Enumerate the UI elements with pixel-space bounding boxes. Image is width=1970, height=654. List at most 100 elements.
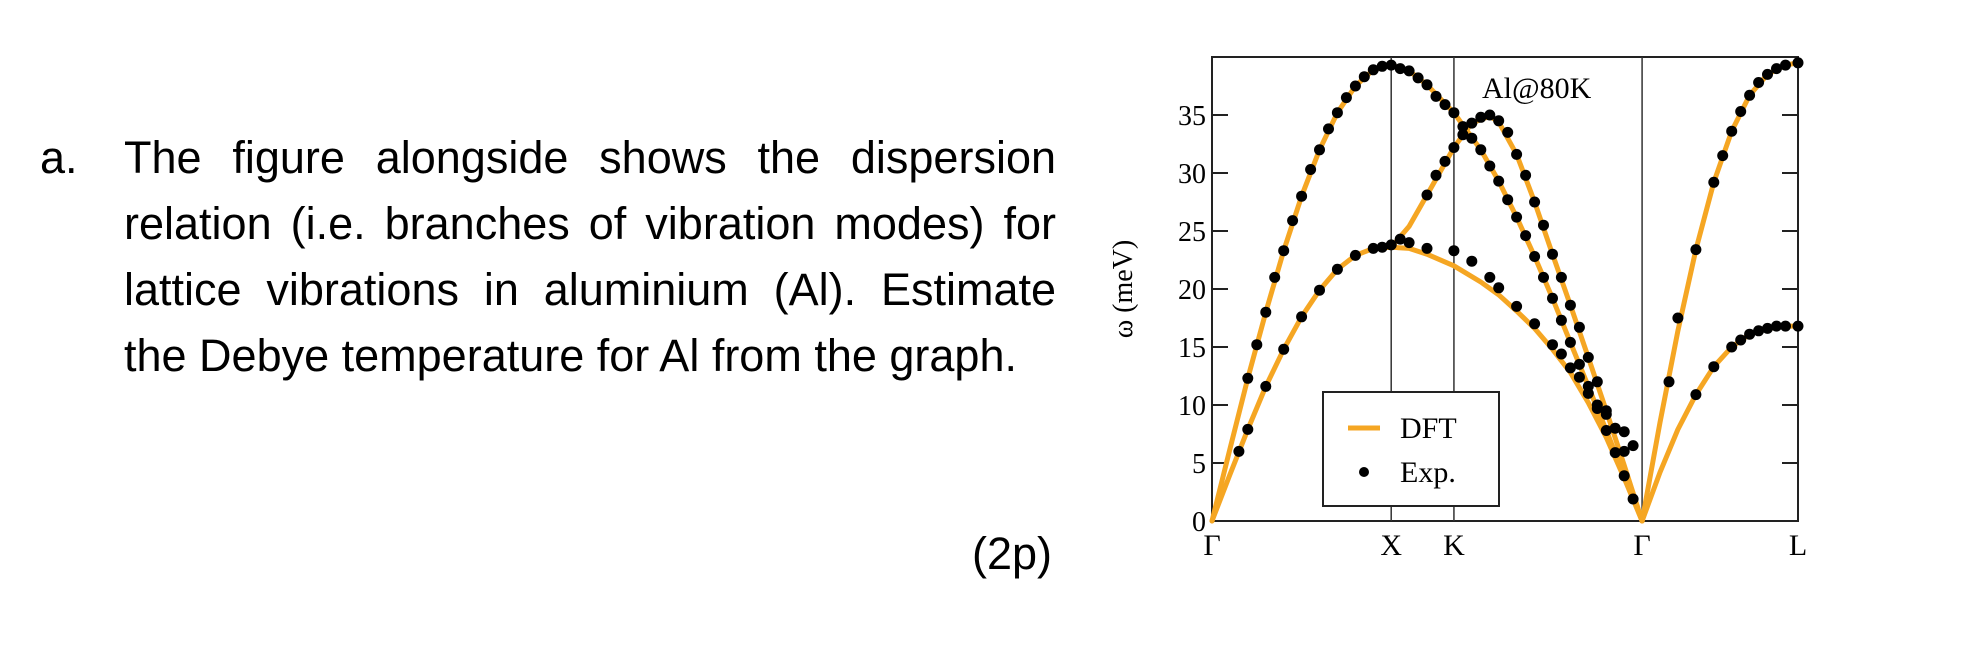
y-tick-label: 30 [1178,159,1206,190]
exp-data-point [1260,380,1272,392]
exp-data-point [1582,387,1594,399]
exp-data-point [1439,99,1451,111]
exp-data-point [1690,389,1702,401]
y-tick-label: 10 [1178,391,1206,422]
exp-data-point [1792,57,1804,69]
exp-data-point [1484,160,1496,172]
exp-data-point [1394,233,1406,245]
exp-data-point [1555,348,1567,360]
dispersion-chart: 0 5 10 15 20 25 30 35 Γ X K Γ L ω (meV) Al@80K DFT E… [1108,56,1807,562]
exp-data-point [1314,144,1325,156]
exp-data-point [1663,376,1675,388]
exp-data-point [1618,470,1630,482]
exp-data-point [1672,312,1684,324]
y-axis-label: ω (meV) [1108,240,1139,339]
exp-data-point [1439,155,1451,167]
exp-data-point [1260,306,1272,318]
exp-data-point [1582,351,1594,363]
exp-data-point [1242,372,1254,384]
y-tick-label: 0 [1192,507,1206,538]
exp-data-point [1627,440,1639,452]
exp-data-point [1466,255,1478,267]
exp-data-point [1573,358,1585,370]
exp-data-point [1780,320,1791,332]
exp-data-point [1367,64,1379,76]
exp-data-point [1538,271,1549,283]
exp-data-point [1708,176,1720,188]
exp-data-point [1591,376,1603,388]
question-text: The figure alongside shows the dispersio… [124,132,1056,381]
y-tick-label: 25 [1178,217,1206,248]
exp-data-point [1385,239,1397,251]
exp-data-point [1547,292,1558,304]
exp-data-point [1484,271,1496,283]
exp-data-point [1296,311,1308,323]
exp-data-point [1792,320,1804,332]
y-tick-label: 15 [1178,333,1206,364]
exp-data-point [1564,362,1576,374]
exp-data-point [1376,60,1388,72]
legend-exp-marker [1359,467,1369,477]
exp-data-point [1529,318,1541,330]
exp-data-point [1323,123,1334,135]
exp-data-point [1448,142,1460,153]
exp-data-point [1502,126,1514,138]
chart-annotation: Al@80K [1482,72,1592,105]
exp-data-point [1340,92,1352,104]
exp-data-point [1475,111,1487,123]
exp-data-point [1475,144,1487,156]
exp-data-point [1771,320,1782,332]
y-tick-label: 5 [1192,449,1206,480]
legend-dft-label: DFT [1400,412,1457,445]
exp-data-point [1466,117,1478,129]
dft-branch-line [1209,244,1645,524]
legend: DFT Exp. [1322,391,1500,507]
exp-data-point [1394,63,1406,75]
y-tick-label: 35 [1178,101,1206,132]
exp-data-point [1484,109,1496,121]
exp-data-point [1349,80,1361,92]
exp-data-point [1331,263,1343,275]
exp-data-point [1466,132,1478,144]
x-tick-label: X [1380,529,1402,562]
exp-data-point [1457,129,1469,141]
exp-data-point [1618,426,1630,438]
exp-data-point [1421,242,1433,254]
y-tick-label: 20 [1178,275,1206,306]
exp-data-point [1376,241,1388,253]
exp-data-point [1287,215,1299,227]
exp-data-point [1278,245,1290,257]
exp-data-point [1564,336,1576,348]
exp-data-point [1314,284,1325,296]
exp-data-point [1493,175,1505,187]
exp-data-point [1296,190,1308,202]
exp-data-point [1753,325,1765,337]
exp-data-point [1430,169,1442,181]
exp-data-point [1502,194,1514,206]
exp-data-point [1242,423,1254,435]
exp-data-point [1547,248,1558,260]
exp-data-point [1573,321,1585,333]
exp-data-point [1448,245,1460,257]
plot-frame [1211,56,1799,522]
x-tick-label: L [1789,529,1807,562]
exp-data-point [1753,77,1765,88]
exp-data-point [1403,65,1415,77]
exp-data-point [1251,339,1263,351]
exp-data-point [1717,150,1729,162]
exp-data-point [1511,148,1523,160]
exp-data-point [1385,59,1397,71]
x-tick-label: K [1443,529,1465,562]
exp-data-point [1520,230,1532,242]
legend-exp-label: Exp. [1400,456,1456,489]
dft-branch-line [1639,60,1801,524]
exp-data-point [1618,445,1630,457]
exp-data-point [1547,339,1558,351]
exp-data-point [1529,251,1541,262]
exp-data-point [1627,493,1639,505]
exp-data-point [1573,371,1585,383]
exp-data-point [1421,189,1433,201]
exp-data-point [1430,90,1442,102]
exp-data-point [1511,211,1523,223]
exp-data-point [1600,405,1612,417]
